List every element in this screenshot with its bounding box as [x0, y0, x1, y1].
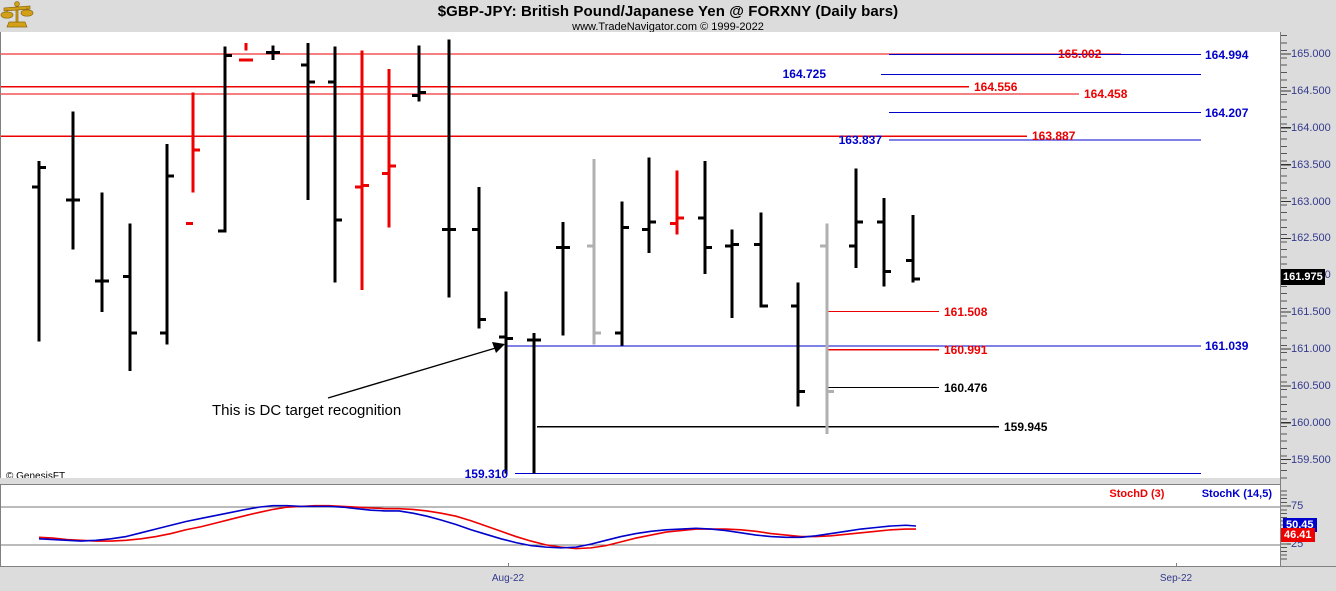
ohlc-bar[interactable]	[266, 45, 280, 61]
ohlc-bar[interactable]	[186, 92, 200, 226]
price-level-label: 164.207	[1205, 105, 1249, 120]
price-plot	[1, 39, 1201, 475]
page-subtitle: www.TradeNavigator.com © 1999-2022	[572, 21, 764, 33]
price-chart-pane[interactable]	[0, 32, 1280, 478]
ohlc-bar[interactable]	[527, 332, 541, 474]
ohlc-bar[interactable]	[754, 212, 768, 308]
price-level-label: 164.458	[1084, 87, 1128, 102]
ohlc-bar[interactable]	[906, 214, 920, 283]
stochastic-pane[interactable]	[0, 484, 1280, 566]
genesis-watermark: © GenesisFT	[6, 471, 66, 482]
price-axis-tick-label: 164.000	[1291, 121, 1331, 134]
price-axis-tick-label: 163.500	[1291, 158, 1331, 171]
ohlc-bar[interactable]	[301, 43, 315, 201]
ohlc-bar[interactable]	[239, 43, 253, 62]
price-level-label: 160.991	[944, 342, 988, 357]
stochastic-plot	[1, 504, 1280, 550]
price-axis-ticks	[1281, 35, 1291, 560]
price-level-label: 161.508	[944, 304, 988, 319]
ohlc-bar[interactable]	[355, 50, 369, 291]
price-level-label: 160.476	[944, 380, 988, 395]
price-axis-tick-label: 160.500	[1291, 379, 1331, 392]
stoch-k-line	[38, 504, 917, 549]
ohlc-bar[interactable]	[725, 229, 739, 319]
page-title: $GBP-JPY: British Pound/Japanese Yen @ F…	[437, 3, 899, 20]
price-axis-tick-label: 161.000	[1291, 342, 1331, 355]
ohlc-bar[interactable]	[877, 197, 891, 287]
price-level-label: 165.002	[1058, 46, 1102, 61]
ohlc-bar[interactable]	[218, 46, 232, 233]
date-axis: Aug-22 Sep-22	[0, 563, 1336, 591]
ohlc-bar[interactable]	[698, 161, 712, 274]
ohlc-bar[interactable]	[820, 223, 834, 434]
genesis-scales-logo	[0, 1, 34, 28]
price-level-label: 164.994	[1205, 47, 1249, 62]
price-axis-tick-label: 160.000	[1291, 416, 1331, 429]
stochastic-legend-item: StochK (14,5)	[1201, 488, 1272, 500]
stochastic-legend-item: StochD (3)	[1109, 488, 1165, 500]
ohlc-bar[interactable]	[412, 45, 426, 102]
stochastic-axis-tick-label: 75	[1291, 500, 1304, 513]
price-axis-tick-label: 159.500	[1291, 453, 1331, 466]
price-level-label: 163.887	[1032, 129, 1076, 144]
date-axis-tick-mark	[508, 563, 509, 567]
stoch-d-value-badge: 46.41	[1281, 527, 1315, 542]
ohlc-bar[interactable]	[472, 186, 486, 329]
date-axis-tick-label: Sep-22	[1159, 573, 1193, 584]
price-level-label: 161.039	[1205, 339, 1249, 354]
price-level-label: 164.725	[782, 67, 826, 82]
price-level-label: 159.945	[1004, 419, 1048, 434]
ohlc-bar[interactable]	[328, 46, 342, 283]
ohlc-bar[interactable]	[791, 282, 805, 407]
price-axis[interactable]: 165.000 164.500 164.000 163.500 163.000 162.5…	[1280, 32, 1336, 566]
ohlc-bar[interactable]	[95, 192, 109, 313]
ohlc-bar[interactable]	[642, 157, 656, 254]
ohlc-bar[interactable]	[32, 161, 46, 342]
ohlc-bar[interactable]	[382, 68, 396, 228]
price-axis-tick-label: 163.000	[1291, 195, 1331, 208]
pane-divider	[0, 478, 1336, 484]
price-axis-tick-label: 165.000	[1291, 48, 1331, 61]
ohlc-bar[interactable]	[160, 144, 174, 345]
ohlc-bar[interactable]	[670, 170, 684, 235]
ohlc-bar[interactable]	[442, 39, 456, 298]
title-bar	[0, 0, 1336, 32]
price-axis-tick-label: 162.500	[1291, 232, 1331, 245]
price-level-label: 163.837	[838, 132, 882, 147]
annotation-arrow	[327, 342, 505, 399]
stoch-d-line	[38, 504, 916, 550]
ohlc-bar[interactable]	[587, 158, 601, 345]
price-axis-tick-label: 164.500	[1291, 84, 1331, 97]
date-axis-tick-label: Aug-22	[491, 573, 525, 584]
ohlc-bar[interactable]	[499, 291, 513, 474]
chart-annotation: This is DC target recognition	[212, 402, 402, 419]
ohlc-bar[interactable]	[123, 223, 137, 372]
ohlc-bar[interactable]	[556, 222, 570, 336]
current-price-badge: 161.975	[1281, 269, 1325, 286]
price-level-label: 159.310	[464, 466, 508, 481]
ohlc-bar[interactable]	[66, 111, 80, 250]
price-axis-tick-label: 161.500	[1291, 306, 1331, 319]
ohlc-bar[interactable]	[849, 168, 863, 268]
date-axis-tick-mark	[1176, 563, 1177, 567]
ohlc-bar[interactable]	[615, 201, 629, 346]
price-level-label: 164.556	[974, 79, 1018, 94]
